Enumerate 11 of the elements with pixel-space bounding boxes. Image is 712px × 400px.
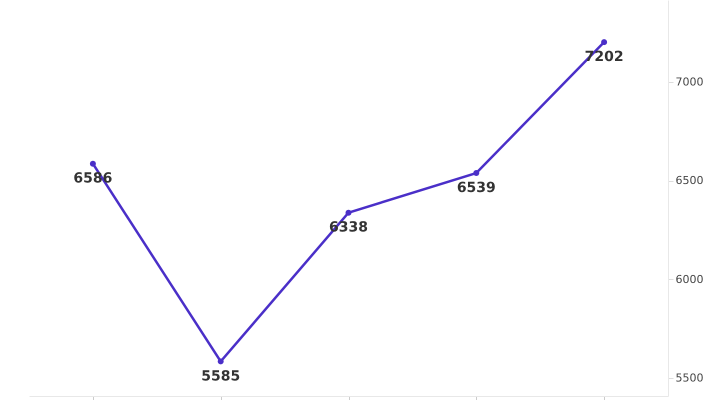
point [218,358,224,364]
data-label: 6539 [456,180,496,196]
point [601,39,608,46]
point [473,170,480,176]
y-tick-label: 6000 [676,272,704,286]
point [346,210,352,216]
data-label: 5585 [201,368,240,384]
y-tick-label: 6500 [676,174,704,188]
y-tick-label: 5500 [676,372,704,385]
y-tick-label: 7000 [676,75,704,88]
point [90,160,96,167]
